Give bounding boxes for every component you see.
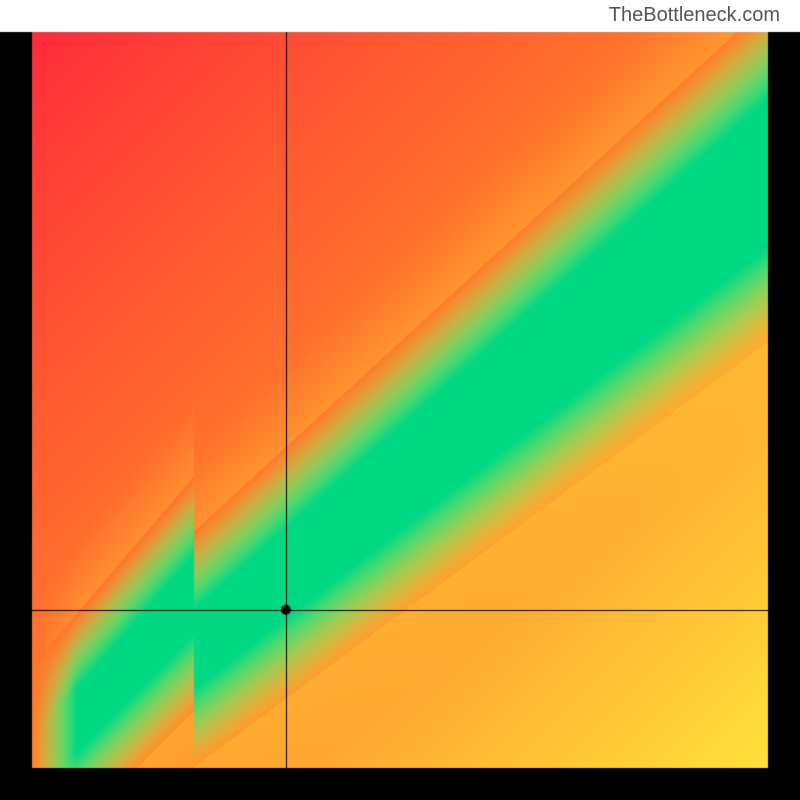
chart-wrapper: TheBottleneck.com [0,0,800,800]
watermark-text: TheBottleneck.com [609,4,780,27]
bottleneck-heatmap [0,0,800,800]
